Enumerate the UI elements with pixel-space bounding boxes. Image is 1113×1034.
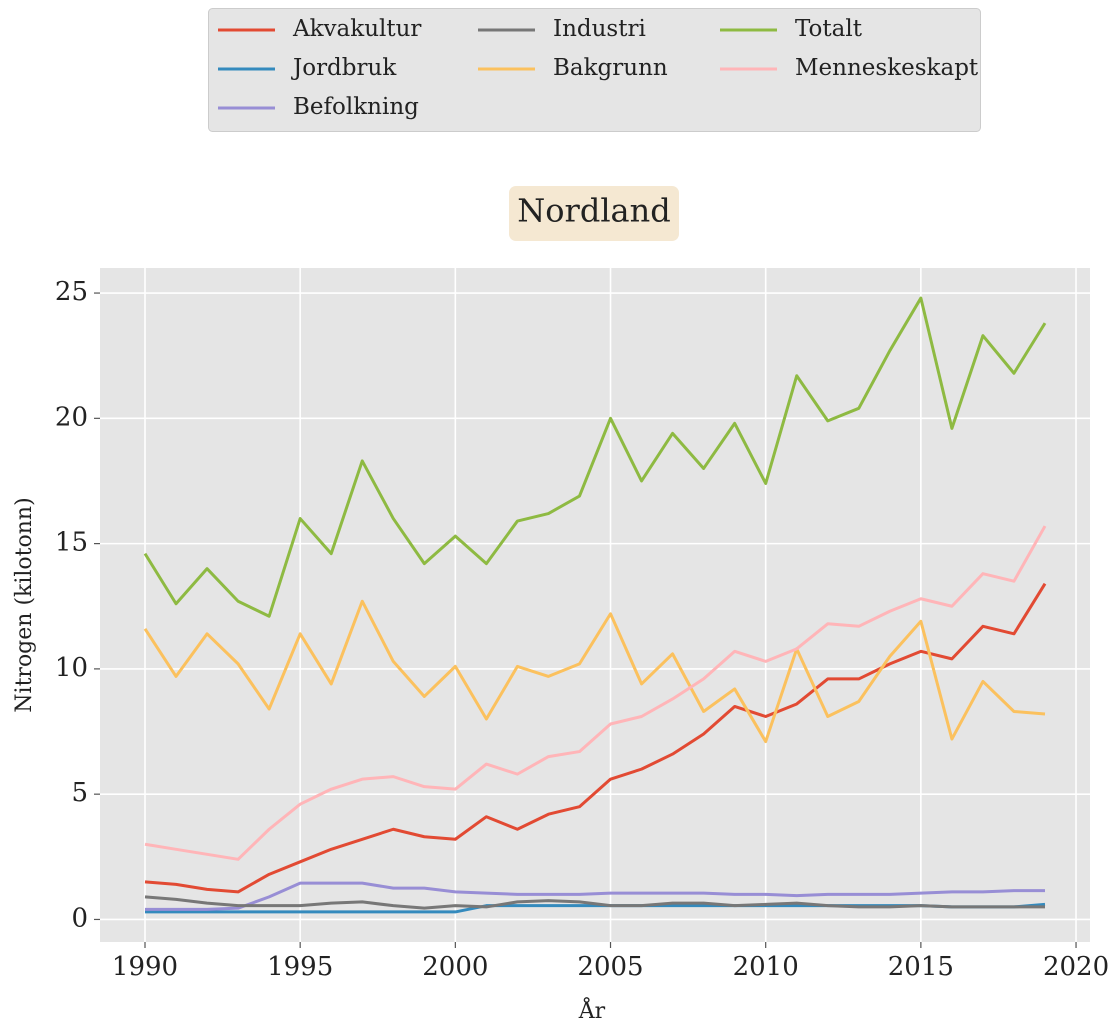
legend-label: Akvakultur [292, 16, 421, 42]
x-axis-label: År [578, 996, 606, 1024]
series-line [145, 881, 1045, 911]
series-line [144, 895, 1045, 910]
legend-label: Bakgrunn [553, 55, 668, 81]
legend-label: Jordbruk [291, 55, 397, 81]
x-tick-label: 1990 [112, 952, 178, 982]
chart-title: Nordland [517, 192, 670, 230]
series-line [144, 582, 1047, 894]
series-line [144, 525, 1047, 861]
y-tick-label: 20 [55, 402, 88, 432]
x-tick-label: 1995 [267, 952, 333, 982]
legend-label: Menneskeskapt [795, 55, 979, 81]
y-tick-label: 5 [71, 778, 88, 808]
series-line [143, 296, 1047, 618]
lines [143, 296, 1047, 914]
x-tick-label: 2010 [733, 952, 799, 982]
y-axis-label: Nitrogen (kilotonn) [12, 497, 37, 712]
y-tick-label: 25 [55, 277, 88, 307]
title-box [509, 186, 679, 241]
legend-items: Akvakultur Jordbruk Befolkning Industri Bakg… [218, 16, 979, 120]
y-tick-label: 0 [71, 903, 88, 933]
plot-area [100, 268, 1090, 942]
legend-label: Befolkning [293, 94, 419, 120]
y-tick-label: 10 [55, 653, 88, 683]
series-line [143, 599, 1046, 744]
legend [208, 8, 981, 132]
x-tick-label: 2020 [1043, 952, 1109, 982]
x-tick-label: 2005 [577, 952, 643, 982]
legend-label: Industri [553, 16, 646, 42]
x-tick-label: 2000 [422, 952, 488, 982]
legend-label: Totalt [795, 16, 863, 42]
y-tick-label: 15 [55, 528, 88, 558]
x-tick-label: 2015 [888, 952, 954, 982]
